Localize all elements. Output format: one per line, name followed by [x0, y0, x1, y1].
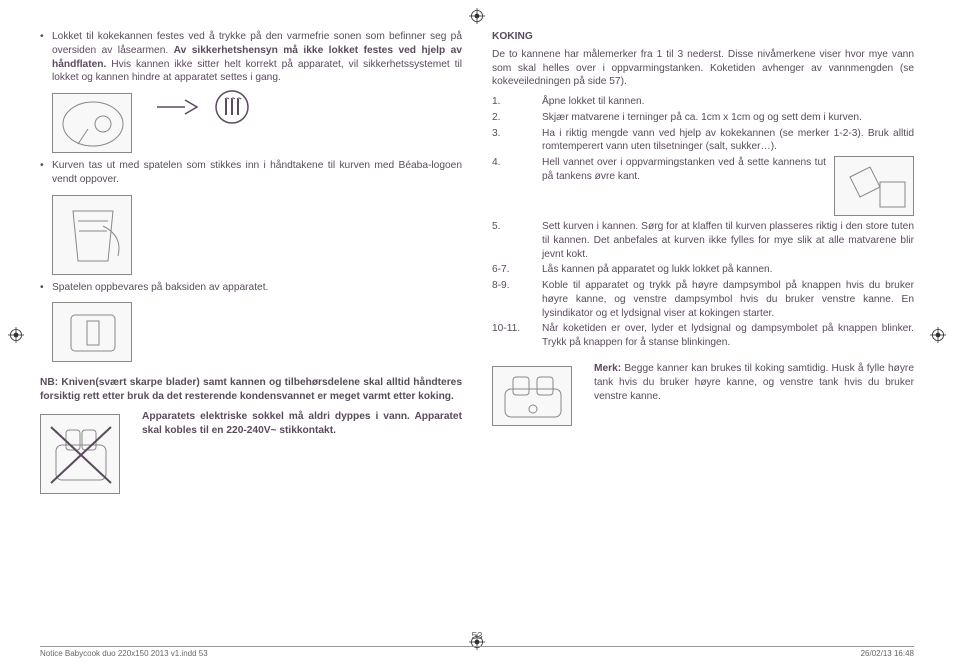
right-column: KOKING De to kannene har målemerker fra …: [492, 30, 914, 630]
koking-intro: De to kannene har målemerker fra 1 til 3…: [492, 48, 914, 89]
steam-icon: [214, 89, 250, 130]
step-4: 4.Hell vannet over i oppvarmingstanken v…: [492, 156, 826, 184]
step-2-text: Skjær matvarene i terninger på ca. 1cm x…: [542, 111, 914, 125]
illustration-both-tanks: [492, 366, 572, 426]
note-text: Merk: Begge kanner kan brukes til koking…: [594, 362, 914, 403]
step-6-7: 6-7.Lås kannen på apparatet og lukk lokk…: [492, 263, 914, 277]
bullet-1: Lokket til kokekannen festes ved å trykk…: [40, 30, 462, 85]
bullet-2: Kurven tas ut med spatelen som stikkes i…: [40, 159, 462, 187]
step-67-text: Lås kannen på apparatet og lukk lokket p…: [542, 263, 914, 277]
step-5-text: Sett kurven i kannen. Sørg for at klaffe…: [542, 220, 914, 261]
steps-list: 1.Åpne lokket til kannen. 2.Skjær matvar…: [492, 95, 914, 350]
footer-datetime: 26/02/13 16:48: [861, 649, 914, 658]
step-4-num: 4.: [492, 156, 542, 184]
footer-filename: Notice Babycook duo 220x150 2013 v1.indd…: [40, 649, 208, 658]
electrical-warning-row: Apparatets elektriske sokkel må aldri dy…: [40, 410, 462, 500]
step-4-text: Hell vannet over i oppvarmingstanken ved…: [542, 156, 826, 184]
nb-warning: NB: Kniven(svært skarpe blader) samt kan…: [40, 376, 462, 404]
illustration-lid-lock: [52, 93, 132, 153]
page-number: 53: [0, 631, 954, 642]
step-5: 5.Sett kurven i kannen. Sørg for at klaf…: [492, 220, 914, 261]
figure-row-1: [40, 89, 462, 159]
step-1-num: 1.: [492, 95, 542, 109]
step-1011-num: 10-11.: [492, 322, 542, 350]
left-column: Lokket til kokekannen festes ved å trykk…: [40, 30, 462, 630]
step-3-num: 3.: [492, 127, 542, 155]
step-1-text: Åpne lokket til kannen.: [542, 95, 914, 109]
footer: Notice Babycook duo 220x150 2013 v1.indd…: [40, 646, 914, 658]
registration-mark-left: [8, 327, 24, 343]
illustration-pour: [834, 156, 914, 216]
note-label: Merk:: [594, 363, 621, 374]
step-89-text: Koble til apparatet og trykk på høyre da…: [542, 279, 914, 320]
illustration-spatula: [52, 302, 132, 362]
section-title-koking: KOKING: [492, 30, 914, 44]
bullet-1-text-c: Hvis kannen ikke sitter helt korrekt på …: [52, 59, 462, 84]
electrical-warning-text: Apparatets elektriske sokkel må aldri dy…: [142, 410, 462, 438]
step-67-num: 6-7.: [492, 263, 542, 277]
note-row: Merk: Begge kanner kan brukes til koking…: [492, 362, 914, 432]
step-8-9: 8-9.Koble til apparatet og trykk på høyr…: [492, 279, 914, 320]
note-body: Begge kanner kan brukes til koking samti…: [594, 363, 914, 402]
arrow-icon: [155, 92, 205, 127]
step-10-11: 10-11.Når koketiden er over, lyder et ly…: [492, 322, 914, 350]
step-3-text: Ha i riktig mengde vann ved hjelp av kok…: [542, 127, 914, 155]
page-content: Lokket til kokekannen festes ved å trykk…: [40, 30, 914, 630]
step-3: 3.Ha i riktig mengde vann ved hjelp av k…: [492, 127, 914, 155]
illustration-no-water: [40, 414, 120, 494]
step-2: 2.Skjær matvarene i terninger på ca. 1cm…: [492, 111, 914, 125]
step-89-num: 8-9.: [492, 279, 542, 320]
illustration-basket: [52, 195, 132, 275]
registration-mark-right: [930, 327, 946, 343]
step-5-num: 5.: [492, 220, 542, 261]
step-2-num: 2.: [492, 111, 542, 125]
step-1011-text: Når koketiden er over, lyder et lydsigna…: [542, 322, 914, 350]
step-1: 1.Åpne lokket til kannen.: [492, 95, 914, 109]
bullet-3: Spatelen oppbevares på baksiden av appar…: [40, 281, 462, 295]
registration-mark-top: [469, 8, 485, 24]
